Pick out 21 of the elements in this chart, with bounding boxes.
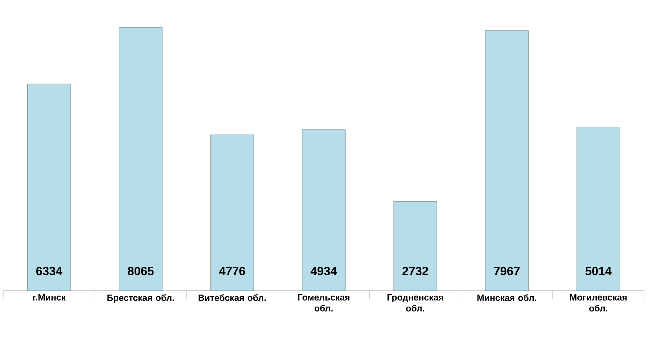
x-tick-label: Могилевская обл. bbox=[570, 294, 627, 312]
x-tick-label: Гродненская обл. bbox=[388, 294, 444, 312]
data-label: 7967 bbox=[494, 267, 520, 276]
bar bbox=[394, 202, 438, 291]
x-tick-label: Витебская обл. bbox=[198, 294, 266, 302]
data-label: 4776 bbox=[219, 267, 246, 276]
data-label: 4934 bbox=[310, 267, 338, 276]
x-tick-label: Гомельская обл. bbox=[298, 294, 350, 312]
data-label: 2732 bbox=[402, 267, 428, 276]
data-label: 5014 bbox=[586, 267, 612, 276]
bar bbox=[119, 27, 163, 291]
x-tick-label: Брестская обл. bbox=[108, 294, 174, 303]
x-tick-label: Минская обл. bbox=[478, 294, 536, 302]
data-label: 8065 bbox=[128, 267, 154, 276]
bar bbox=[576, 127, 620, 291]
bar bbox=[28, 84, 72, 291]
bar bbox=[302, 130, 346, 291]
bar bbox=[210, 134, 254, 291]
x-tick-label: г.Минск bbox=[33, 294, 66, 301]
bar bbox=[485, 30, 529, 291]
data-label: 6334 bbox=[36, 267, 63, 276]
